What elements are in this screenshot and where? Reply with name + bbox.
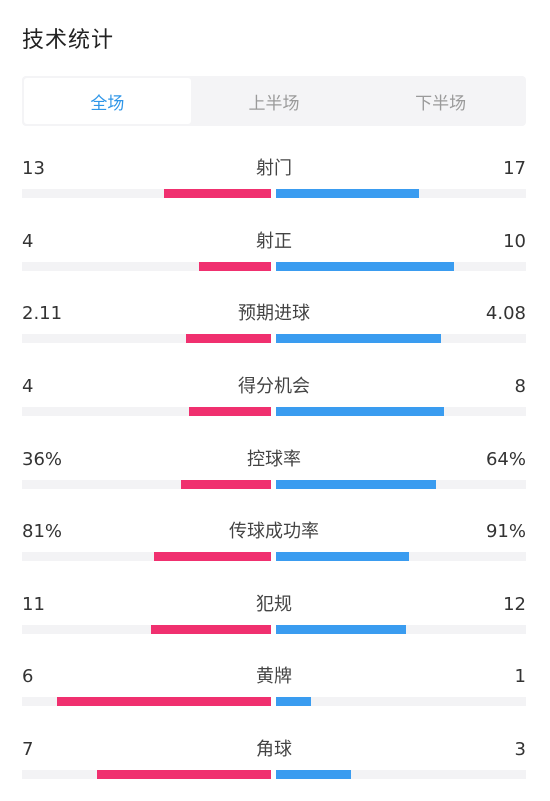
away-value: 17	[503, 158, 526, 179]
home-bar	[153, 552, 271, 561]
away-value: 12	[503, 594, 526, 615]
stat-label: 黄牌	[256, 666, 292, 687]
page-title: 技术统计	[22, 28, 115, 53]
home-bar-track	[22, 189, 271, 198]
away-value: 8	[514, 376, 526, 397]
stat-row-possession: 36% 控球率 64%	[22, 448, 526, 508]
home-bar-track	[22, 480, 271, 489]
home-bar-track	[22, 770, 271, 779]
away-bar-track	[276, 625, 526, 634]
home-bar	[96, 770, 271, 779]
home-value: 13	[22, 158, 45, 179]
stat-label: 得分机会	[238, 376, 310, 397]
home-value: 6	[22, 666, 34, 687]
home-bar	[198, 262, 271, 271]
period-tabs: 全场 上半场 下半场	[22, 76, 526, 126]
stat-label: 控球率	[247, 449, 301, 470]
away-bar-track	[276, 189, 526, 198]
stat-row-corners: 7 角球 3	[22, 738, 526, 798]
home-bar	[186, 334, 271, 343]
tab-first-half[interactable]: 上半场	[248, 93, 300, 114]
home-bar	[56, 697, 271, 706]
tab-full-match[interactable]: 全场	[24, 78, 191, 124]
home-bar	[188, 407, 271, 416]
home-bar-track	[22, 697, 271, 706]
away-value: 91%	[485, 521, 526, 542]
away-value: 4.08	[485, 303, 526, 324]
stat-label: 角球	[256, 739, 292, 760]
away-bar-track	[276, 552, 526, 561]
away-bar-track	[276, 334, 526, 343]
away-bar-track	[276, 697, 526, 706]
away-bar	[276, 262, 454, 271]
stat-row-scoring-chances: 4 得分机会 8	[22, 375, 526, 435]
away-bar	[276, 480, 436, 489]
stat-row-yellow-cards: 6 黄牌 1	[22, 665, 526, 725]
away-value: 10	[503, 231, 526, 252]
home-value: 4	[22, 376, 34, 397]
away-bar	[276, 625, 406, 634]
away-bar	[276, 697, 311, 706]
stat-label: 传球成功率	[229, 521, 319, 542]
away-value: 1	[514, 666, 526, 687]
away-bar	[276, 770, 351, 779]
stat-label: 射正	[256, 231, 292, 252]
home-bar-track	[22, 334, 271, 343]
away-bar-track	[276, 770, 526, 779]
away-bar	[276, 189, 419, 198]
home-bar	[151, 625, 271, 634]
stat-label: 预期进球	[238, 303, 310, 324]
home-value: 7	[22, 739, 34, 760]
stat-row-shots: 13 射门 17	[22, 157, 526, 217]
away-bar	[276, 334, 441, 343]
stat-row-expected-goals: 2.11 预期进球 4.08	[22, 302, 526, 362]
stat-row-pass-accuracy: 81% 传球成功率 91%	[22, 520, 526, 580]
away-value: 64%	[485, 449, 526, 470]
stat-label: 射门	[256, 158, 292, 179]
home-bar-track	[22, 552, 271, 561]
home-bar-track	[22, 407, 271, 416]
home-bar	[181, 480, 271, 489]
away-value: 3	[514, 739, 526, 760]
stat-row-shots-on-target: 4 射正 10	[22, 230, 526, 290]
home-value: 81%	[22, 521, 63, 542]
home-bar-track	[22, 625, 271, 634]
away-bar-track	[276, 407, 526, 416]
home-value: 4	[22, 231, 34, 252]
home-value: 11	[22, 594, 45, 615]
away-bar-track	[276, 480, 526, 489]
away-bar-track	[276, 262, 526, 271]
away-bar	[276, 407, 444, 416]
home-bar	[163, 189, 271, 198]
stat-row-fouls: 11 犯规 12	[22, 593, 526, 653]
home-bar-track	[22, 262, 271, 271]
home-value: 2.11	[22, 303, 63, 324]
stat-label: 犯规	[256, 594, 292, 615]
home-value: 36%	[22, 449, 63, 470]
away-bar	[276, 552, 409, 561]
tab-second-half[interactable]: 下半场	[415, 93, 467, 114]
